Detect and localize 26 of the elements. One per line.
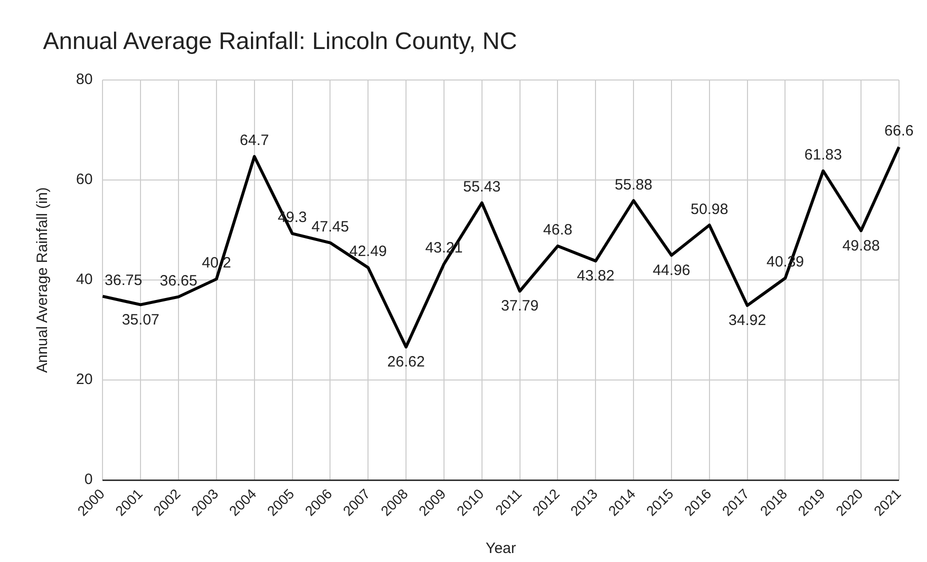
data-label: 55.43 — [463, 178, 501, 196]
y-tick-label: 0 — [84, 471, 93, 488]
data-label: 34.92 — [728, 312, 766, 330]
data-label: 49.88 — [842, 237, 880, 254]
data-label: 44.96 — [652, 262, 690, 279]
y-axis-title: Annual Average Rainfall (in) — [34, 187, 52, 373]
data-label: 47.45 — [311, 218, 349, 236]
y-tick-label: 20 — [76, 371, 93, 388]
data-label: 66.6 — [884, 122, 914, 140]
y-tick-label: 60 — [76, 171, 93, 188]
data-label: 42.49 — [349, 243, 387, 260]
y-tick-label: 40 — [76, 271, 93, 288]
data-label: 50.98 — [690, 200, 728, 218]
data-label: 35.07 — [122, 311, 160, 328]
chart-title: Annual Average Rainfall: Lincoln County, NC — [43, 28, 518, 56]
data-label: 36.65 — [160, 272, 198, 290]
data-label: 37.79 — [501, 298, 539, 315]
data-label: 43.82 — [576, 268, 614, 285]
data-label: 26.62 — [387, 354, 425, 371]
data-label: 61.83 — [804, 146, 842, 164]
data-label: 36.75 — [104, 272, 142, 289]
data-label: 64.7 — [240, 132, 269, 150]
y-tick-label: 80 — [76, 71, 93, 88]
x-axis-title: Year — [486, 540, 516, 558]
data-label: 55.88 — [614, 176, 652, 194]
data-label: 46.8 — [543, 222, 572, 239]
